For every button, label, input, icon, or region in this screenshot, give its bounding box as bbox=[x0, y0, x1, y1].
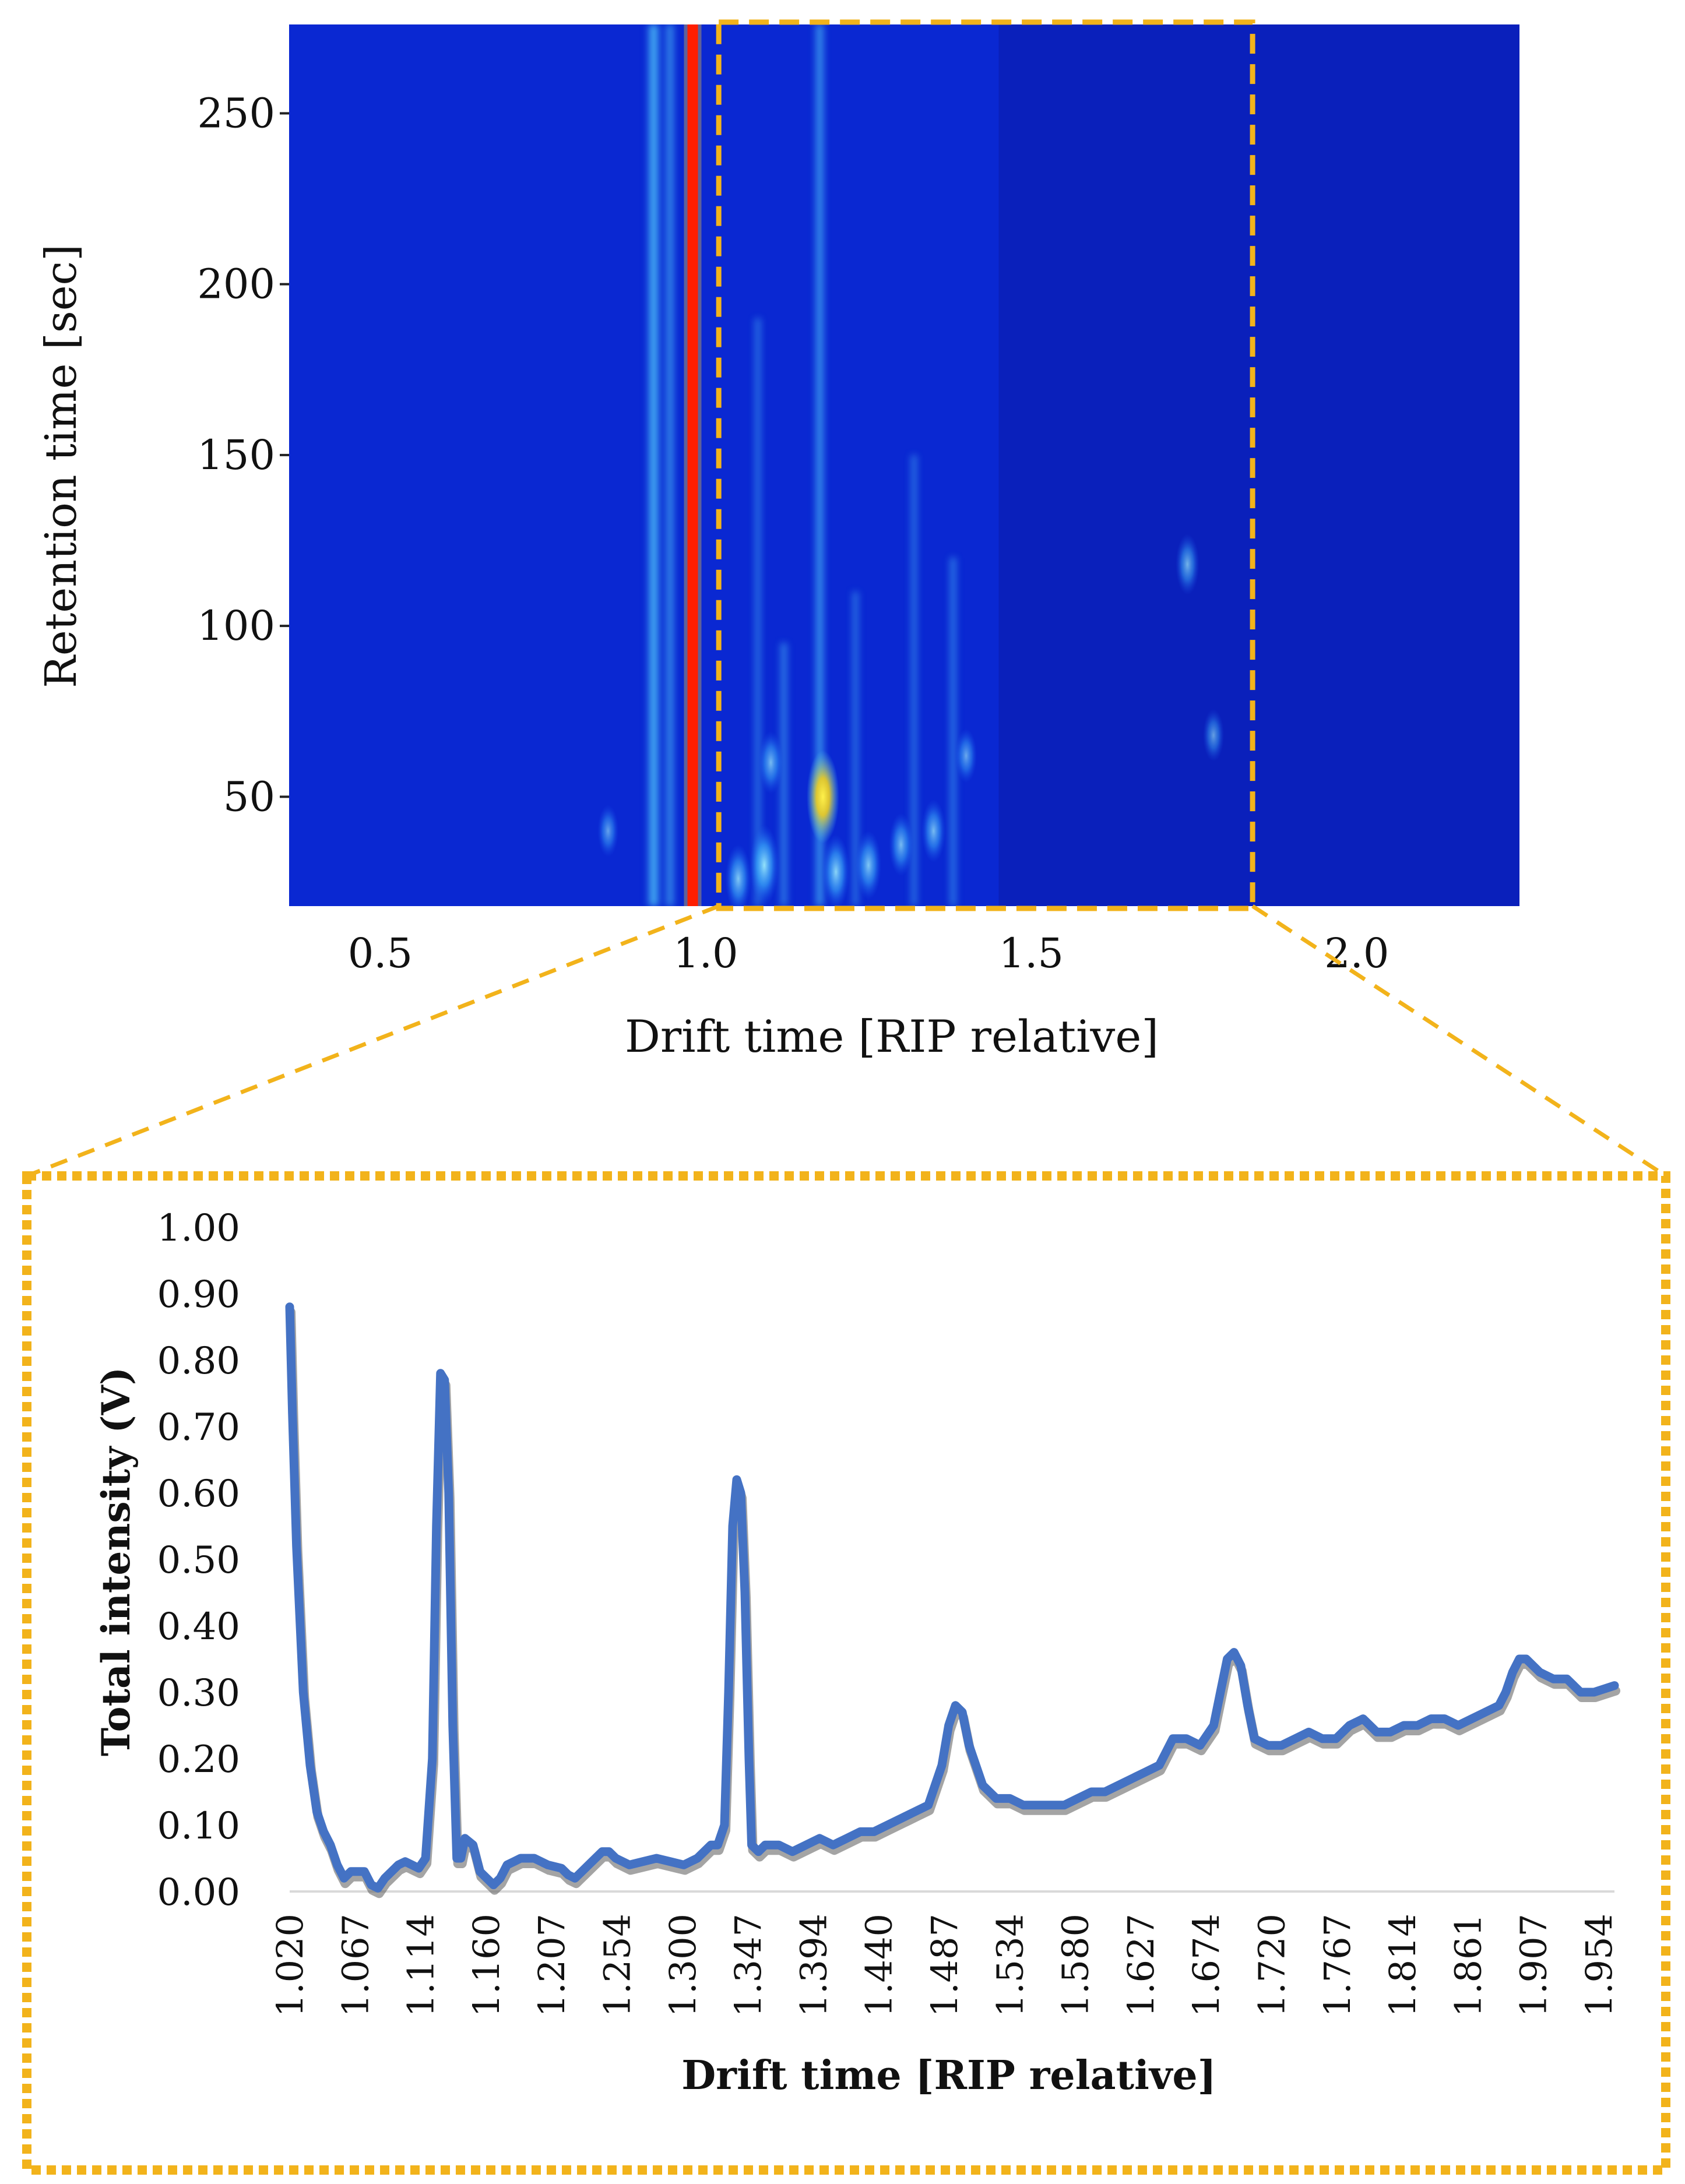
heatmap-y-tick-label: 100 bbox=[197, 602, 275, 650]
line-chart-x-tick-label: 1.954 bbox=[1578, 1914, 1620, 2017]
line-chart-y-tick-label: 0.10 bbox=[157, 1805, 241, 1848]
line-chart-x-tick-label: 1.674 bbox=[1185, 1914, 1227, 2017]
heatmap-spot bbox=[955, 728, 977, 784]
heatmap-hotspot bbox=[806, 750, 839, 844]
heatmap-x-tick-label: 1.0 bbox=[673, 929, 738, 977]
line-chart-x-tick-label: 1.254 bbox=[596, 1914, 639, 2017]
line-chart-y-axis-label: Total intensity (V) bbox=[93, 1367, 139, 1756]
line-chart-x-tick-label: 1.767 bbox=[1316, 1914, 1359, 2017]
line-chart-x-tick-label: 1.347 bbox=[727, 1914, 769, 2017]
line-chart-x-tick-label: 1.020 bbox=[269, 1914, 311, 2017]
heatmap-panel: 50 100 150 200 250 0.5 1.0 1.5 2.0 Retention ti… bbox=[36, 19, 1519, 1062]
heatmap-spot bbox=[888, 812, 913, 877]
heatmap-dark-region bbox=[998, 24, 1519, 906]
line-chart-x-tick-label: 1.907 bbox=[1512, 1914, 1555, 2017]
heatmap-x-ticks: 0.5 1.0 1.5 2.0 bbox=[348, 929, 1389, 977]
heatmap-x-tick-label: 0.5 bbox=[348, 929, 413, 977]
heatmap-spot bbox=[1176, 534, 1199, 596]
heatmap-y-tick-label: 200 bbox=[197, 260, 275, 308]
line-chart-x-tick-label: 1.160 bbox=[465, 1914, 508, 2017]
heatmap-spot bbox=[758, 730, 783, 795]
heatmap-y-ticks: 50 100 150 200 250 bbox=[197, 89, 289, 820]
heatmap-y-tick-label: 150 bbox=[197, 431, 275, 479]
connector-line-right bbox=[1251, 904, 1667, 1178]
heatmap-streak bbox=[909, 455, 919, 906]
line-chart-x-tick-label: 1.114 bbox=[400, 1914, 442, 2017]
heatmap-spot bbox=[822, 834, 850, 906]
line-chart-y-tick-label: 0.80 bbox=[157, 1340, 241, 1383]
line-chart-x-tick-label: 1.861 bbox=[1447, 1914, 1489, 2017]
heatmap-streaks bbox=[646, 24, 958, 906]
heatmap-y-axis-label: Retention time [sec] bbox=[36, 244, 86, 688]
line-chart-x-tick-label: 1.814 bbox=[1381, 1914, 1424, 2017]
line-chart-x-tick-label: 1.394 bbox=[792, 1914, 835, 2017]
line-chart-x-ticks: 1.020 1.067 1.114 1.160 1.207 1.254 1.300 1.347… bbox=[269, 1914, 1620, 2017]
heatmap-spot bbox=[855, 830, 882, 900]
heatmap-spot bbox=[597, 804, 619, 857]
heatmap-spot bbox=[1202, 709, 1225, 762]
line-chart-y-tick-label: 0.40 bbox=[157, 1605, 241, 1648]
heatmap-x-tick-label: 1.5 bbox=[999, 929, 1064, 977]
line-chart-x-tick-label: 1.534 bbox=[989, 1914, 1031, 2017]
line-chart-y-ticks: 0.00 0.10 0.20 0.30 0.40 0.50 0.60 0.70 0.80 0.90… bbox=[157, 1207, 241, 1914]
heatmap-spot bbox=[725, 844, 752, 906]
heatmap-x-tick-label: 2.0 bbox=[1324, 929, 1389, 977]
line-chart-x-axis-label: Drift time [RIP relative] bbox=[681, 2052, 1216, 2099]
heatmap-streak bbox=[948, 557, 958, 906]
heatmap-streak bbox=[779, 643, 789, 906]
heatmap-streak bbox=[851, 591, 860, 906]
line-chart-y-tick-label: 0.30 bbox=[157, 1672, 241, 1715]
highlight-box bbox=[716, 19, 1255, 911]
line-chart-x-tick-label: 1.067 bbox=[334, 1914, 377, 2017]
heatmap-y-tick-label: 250 bbox=[197, 89, 275, 137]
line-chart-panel: 0.00 0.10 0.20 0.30 0.40 0.50 0.60 0.70 0.80 0.90… bbox=[93, 1207, 1620, 2099]
heatmap-y-tick-label: 50 bbox=[223, 773, 275, 820]
heatmap-streak bbox=[664, 24, 676, 906]
connector-line-left bbox=[26, 904, 720, 1178]
line-chart-x-tick-label: 1.720 bbox=[1251, 1914, 1293, 2017]
line-chart-x-tick-label: 1.487 bbox=[923, 1914, 966, 2017]
heatmap-spot bbox=[750, 824, 779, 906]
heatmap-streak bbox=[753, 318, 762, 906]
line-chart-y-tick-label: 1.00 bbox=[157, 1207, 241, 1250]
line-chart-y-tick-label: 0.20 bbox=[157, 1738, 241, 1781]
line-chart-y-tick-label: 0.90 bbox=[157, 1273, 241, 1316]
heatmap-x-axis-label: Drift time [RIP relative] bbox=[625, 1010, 1159, 1062]
line-chart-x-tick-label: 1.627 bbox=[1120, 1914, 1162, 2017]
line-chart-y-tick-label: 0.70 bbox=[157, 1406, 241, 1449]
line-chart-x-tick-label: 1.580 bbox=[1054, 1914, 1097, 2017]
zoom-frame bbox=[22, 1171, 1670, 2175]
line-chart-x-tick-label: 1.207 bbox=[530, 1914, 573, 2017]
heatmap-streak bbox=[646, 24, 662, 906]
line-chart-x-tick-label: 1.300 bbox=[662, 1914, 704, 2017]
series-shadow bbox=[286, 1307, 1620, 1898]
line-chart-y-tick-label: 0.60 bbox=[157, 1473, 241, 1516]
heatmap-streak bbox=[813, 24, 826, 906]
heatmap-spots bbox=[597, 534, 1225, 906]
line-chart-y-tick-label: 0.50 bbox=[157, 1539, 241, 1582]
line-chart-x-tick-label: 1.440 bbox=[858, 1914, 900, 2017]
line-chart-y-tick-label: 0.00 bbox=[157, 1871, 241, 1914]
heatmap-spot bbox=[921, 798, 946, 863]
series-line-total-intensity bbox=[285, 1302, 1619, 1893]
